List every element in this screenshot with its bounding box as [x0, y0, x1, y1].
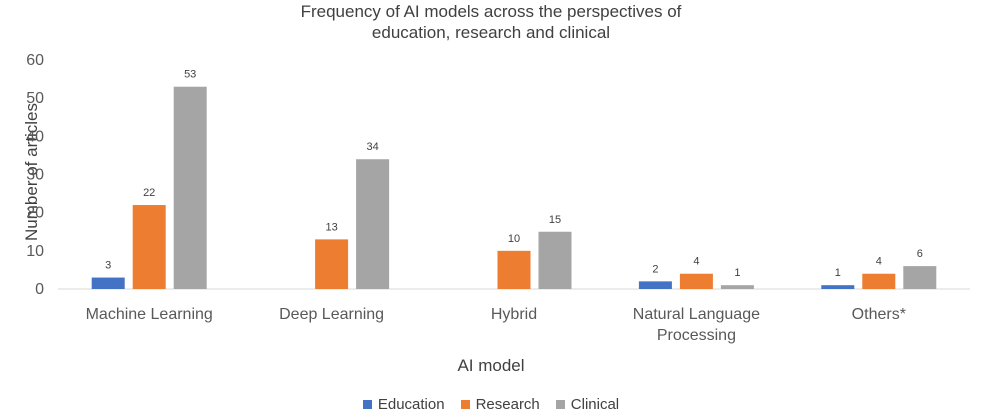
data-label: 4: [693, 256, 699, 268]
data-label: 13: [325, 221, 337, 233]
data-label: 34: [366, 141, 378, 153]
data-label: 1: [835, 267, 841, 279]
y-tick-label: 40: [26, 128, 44, 145]
legend-swatch-education: [362, 400, 372, 409]
bar-clinical: [356, 159, 390, 289]
x-tick-label: Deep Learning: [279, 306, 384, 323]
data-label: 53: [184, 69, 196, 81]
chart-title-line-1: Frequency of AI models across the perspe…: [300, 2, 682, 21]
bar-research: [497, 250, 531, 289]
x-tick-label: Others*: [852, 306, 906, 323]
data-label: 1: [734, 267, 740, 279]
bar-education: [638, 281, 672, 289]
data-label: 6: [917, 248, 923, 260]
bar-research: [679, 273, 713, 289]
y-tick-label: 30: [26, 167, 44, 184]
bar-clinical: [903, 266, 937, 289]
legend: Education Research Clinical: [0, 396, 982, 413]
x-tick-label: Natural Language: [633, 306, 760, 323]
y-tick-label: 10: [26, 243, 44, 260]
data-label: 10: [508, 233, 520, 245]
y-tick-label: 60: [26, 52, 44, 69]
legend-item-education: Education: [362, 396, 445, 413]
x-axis-label: AI model: [457, 356, 525, 375]
bar-clinical: [720, 285, 754, 289]
legend-swatch-research: [460, 400, 470, 409]
legend-item-clinical: Clinical: [555, 396, 620, 413]
y-tick-label: 20: [26, 205, 44, 222]
bar-research: [862, 273, 896, 289]
data-label: 3: [105, 260, 111, 272]
y-tick-label: 0: [35, 281, 44, 298]
x-tick-label: Machine Learning: [86, 306, 213, 323]
x-tick-label: Processing: [657, 327, 736, 344]
bar-education: [91, 277, 125, 289]
legend-label-research: Research: [475, 396, 540, 413]
legend-swatch-clinical: [555, 400, 565, 409]
chart-title-line-2: education, research and clinical: [371, 23, 611, 42]
bar-research: [132, 205, 166, 289]
data-label: 4: [876, 256, 882, 268]
data-label: 15: [549, 214, 561, 226]
legend-label-education: Education: [377, 396, 445, 413]
bar-clinical: [173, 86, 207, 289]
bar-clinical: [538, 231, 572, 289]
bar-research: [315, 239, 349, 289]
legend-item-research: Research: [460, 396, 540, 413]
bar-education: [821, 285, 855, 289]
x-tick-label: Hybrid: [491, 306, 537, 323]
legend-label-clinical: Clinical: [570, 396, 620, 413]
data-label: 22: [143, 187, 155, 199]
y-tick-label: 50: [26, 90, 44, 107]
data-label: 2: [652, 263, 658, 275]
